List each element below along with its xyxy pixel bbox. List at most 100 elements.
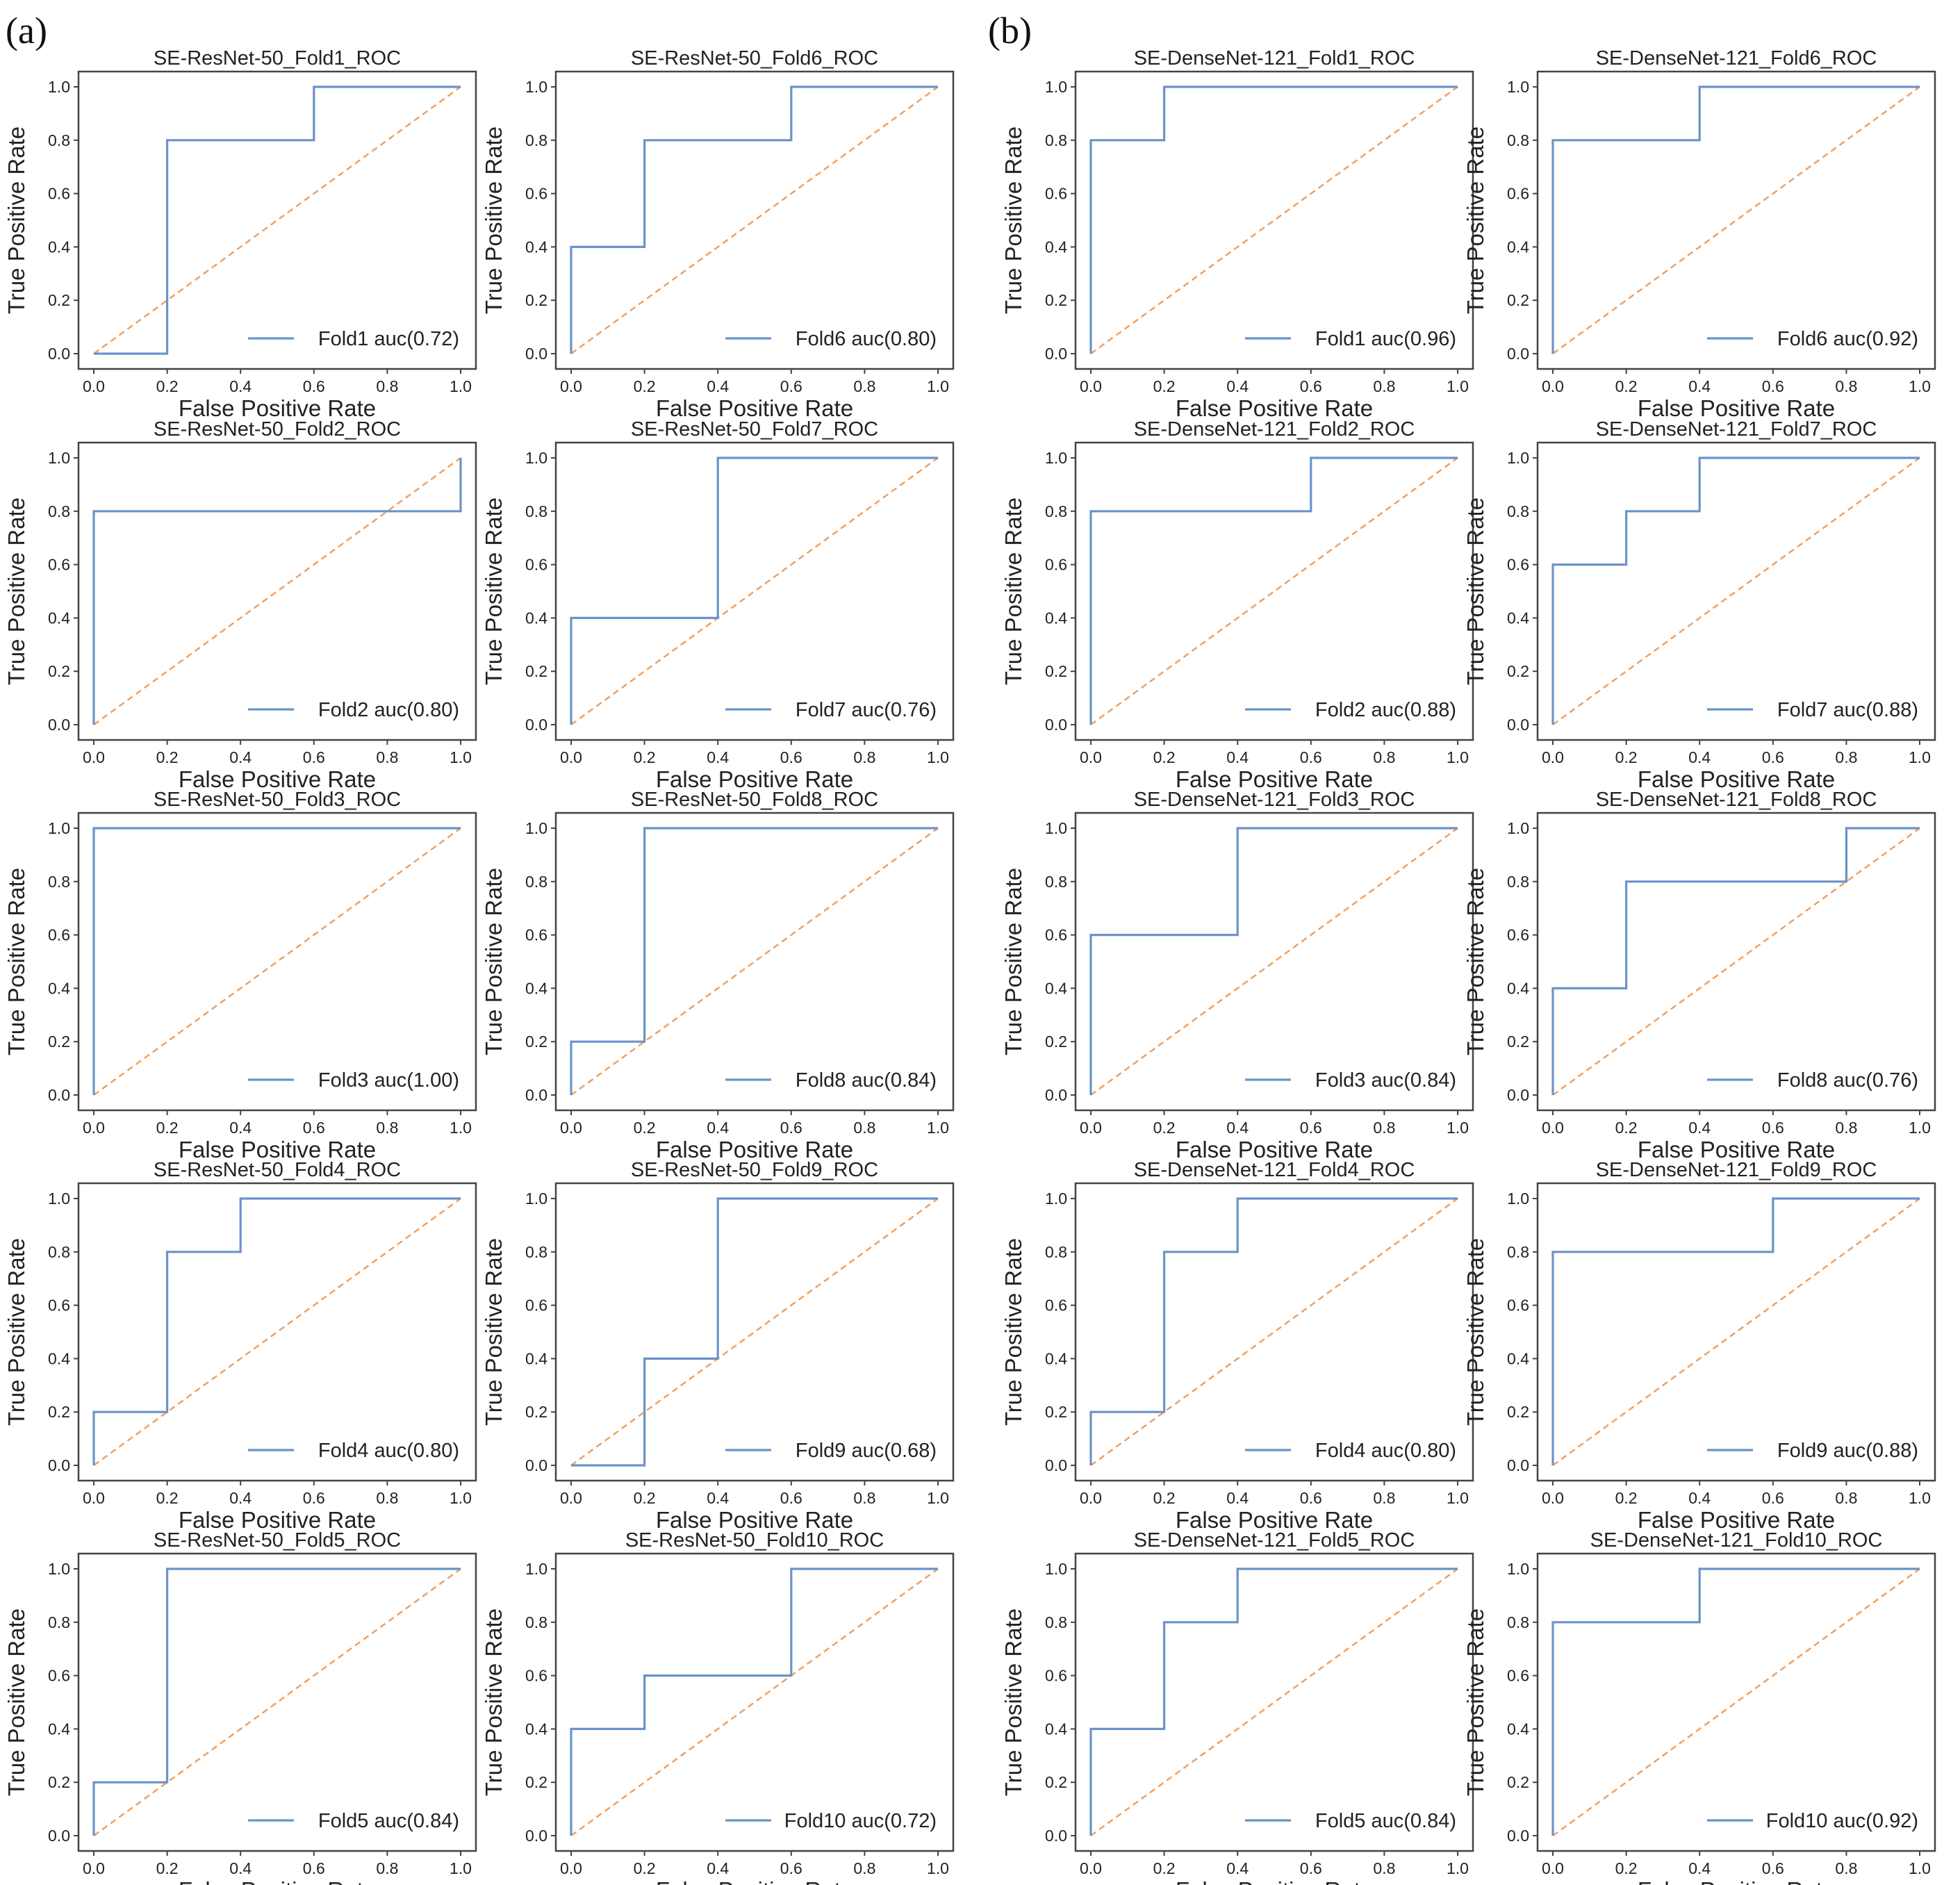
x-tick-label: 0.2 — [156, 748, 179, 766]
x-tick-label: 0.8 — [853, 1489, 875, 1507]
roc-chart-a-8: SE-ResNet-50_Fold8_ROC 0.0 0.2 0.4 0.6 0.8 1.0… — [481, 789, 955, 1162]
x-tick-label: 0.6 — [1762, 1859, 1784, 1877]
y-axis-label: True Positive Rate — [1000, 126, 1026, 314]
y-axis-label: True Positive Rate — [3, 1238, 29, 1426]
x-tick-label: 0.2 — [634, 748, 656, 766]
x-tick-label: 1.0 — [1447, 377, 1469, 395]
chance-diagonal-line — [570, 1567, 939, 1837]
x-tick-label: 0.0 — [560, 1489, 582, 1507]
roc-curve — [92, 1567, 461, 1836]
y-tick-label: 0.2 — [1045, 1403, 1067, 1421]
roc-curve — [1089, 1567, 1458, 1836]
y-axis-label: True Positive Rate — [1463, 126, 1488, 314]
y-tick-label: 0.6 — [1045, 556, 1067, 574]
x-tick-label: 0.2 — [634, 377, 656, 395]
x-tick-label: 0.0 — [83, 377, 105, 395]
y-axis-label: True Positive Rate — [1463, 1238, 1488, 1426]
x-tick-label: 0.2 — [1153, 1859, 1176, 1877]
x-axis-label: False Positive Rate — [179, 395, 376, 421]
x-tick-label: 0.8 — [1373, 1119, 1395, 1137]
x-tick-label: 0.6 — [780, 1119, 802, 1137]
y-tick-label: 1.0 — [1045, 78, 1067, 96]
x-axis-label: False Positive Rate — [1176, 766, 1373, 792]
roc-chart-a-4: SE-ResNet-50_Fold4_ROC 0.0 0.2 0.4 0.6 0.8 1.0… — [3, 1159, 477, 1533]
legend-label: Fold8 auc(0.84) — [796, 1069, 937, 1092]
x-tick-label: 0.6 — [303, 1859, 325, 1877]
x-tick-label: 0.8 — [376, 1859, 398, 1877]
chance-diagonal-line — [93, 85, 461, 355]
roc-curve — [1089, 456, 1458, 725]
y-tick-label: 0.6 — [1507, 556, 1529, 574]
x-tick-label: 0.0 — [1080, 1859, 1102, 1877]
y-tick-label: 0.0 — [1045, 1827, 1067, 1845]
chance-diagonal-line — [1090, 1567, 1458, 1837]
x-tick-label: 0.2 — [156, 1119, 179, 1137]
y-tick-label: 0.6 — [1045, 1667, 1067, 1685]
x-axis-label: False Positive Rate — [1638, 1137, 1835, 1162]
x-axis-label: False Positive Rate — [179, 766, 376, 792]
roc-curve — [1551, 827, 1920, 1095]
x-tick-label: 0.4 — [1226, 1859, 1249, 1877]
x-tick-label: 0.2 — [1153, 377, 1176, 395]
y-axis-label: True Positive Rate — [1000, 1608, 1026, 1796]
y-tick-label: 0.4 — [525, 979, 547, 997]
plot-frame — [1536, 1552, 1936, 1852]
y-tick-label: 0.0 — [1045, 716, 1067, 734]
y-tick-label: 0.8 — [1045, 502, 1067, 520]
x-tick-label: 1.0 — [1447, 748, 1469, 766]
y-tick-label: 1.0 — [1045, 449, 1067, 467]
y-tick-label: 0.0 — [48, 716, 70, 734]
chance-diagonal-line — [570, 456, 939, 726]
y-tick-label: 0.2 — [48, 291, 70, 309]
x-tick-label: 0.6 — [1762, 377, 1784, 395]
x-tick-label: 0.6 — [1300, 1489, 1322, 1507]
x-tick-label: 0.8 — [1835, 377, 1857, 395]
chart-title: SE-DenseNet-121_Fold1_ROC — [1134, 47, 1415, 69]
x-tick-label: 0.8 — [376, 1119, 398, 1137]
y-tick-label: 0.2 — [1045, 291, 1067, 309]
y-tick-label: 0.6 — [48, 556, 70, 574]
y-tick-label: 0.0 — [1045, 345, 1067, 363]
x-tick-label: 0.4 — [707, 1119, 729, 1137]
y-tick-label: 0.0 — [1507, 1827, 1529, 1845]
x-tick-label: 0.0 — [560, 748, 582, 766]
x-tick-label: 0.4 — [229, 1119, 252, 1137]
roc-chart-b-9: SE-DenseNet-121_Fold9_ROC 0.0 0.2 0.4 0.6 0.8… — [1463, 1159, 1936, 1533]
x-tick-label: 1.0 — [1447, 1119, 1469, 1137]
y-axis-label: True Positive Rate — [3, 1608, 29, 1796]
x-tick-label: 0.0 — [1542, 1859, 1564, 1877]
y-tick-label: 0.0 — [48, 345, 70, 363]
x-tick-label: 0.0 — [560, 1119, 582, 1137]
x-tick-label: 0.2 — [634, 1489, 656, 1507]
roc-chart-b-5: SE-DenseNet-121_Fold5_ROC 0.0 0.2 0.4 0.6 0.8… — [1000, 1529, 1474, 1885]
x-tick-label: 0.4 — [1688, 1119, 1711, 1137]
x-axis-label: False Positive Rate — [179, 1877, 376, 1885]
chart-title: SE-DenseNet-121_Fold8_ROC — [1596, 789, 1877, 811]
y-tick-label: 0.8 — [525, 1243, 547, 1261]
y-tick-label: 0.4 — [1507, 1720, 1529, 1738]
x-tick-label: 0.8 — [1835, 1489, 1857, 1507]
legend-label: Fold4 auc(0.80) — [1315, 1440, 1456, 1462]
x-tick-label: 0.0 — [1080, 748, 1102, 766]
x-tick-label: 0.8 — [853, 1119, 875, 1137]
y-tick-label: 0.4 — [1045, 238, 1067, 256]
roc-chart-b-3: SE-DenseNet-121_Fold3_ROC 0.0 0.2 0.4 0.6 0.8… — [1000, 789, 1474, 1162]
y-tick-label: 1.0 — [1045, 819, 1067, 837]
x-tick-label: 0.8 — [1835, 748, 1857, 766]
x-axis-label: False Positive Rate — [656, 1877, 853, 1885]
plot-frame — [77, 441, 477, 741]
x-tick-label: 0.0 — [1080, 377, 1102, 395]
roc-curve — [92, 1197, 461, 1465]
x-axis-label: False Positive Rate — [1176, 1507, 1373, 1533]
roc-chart-b-2: SE-DenseNet-121_Fold2_ROC 0.0 0.2 0.4 0.6 0.8… — [1000, 418, 1474, 792]
plot-frame — [77, 812, 477, 1112]
chance-diagonal-line — [93, 827, 461, 1096]
x-axis-label: False Positive Rate — [1638, 1507, 1835, 1533]
y-axis-label: True Positive Rate — [481, 126, 507, 314]
x-tick-label: 0.2 — [1615, 377, 1638, 395]
roc-curve — [92, 827, 461, 1095]
y-tick-label: 1.0 — [1045, 1190, 1067, 1208]
x-tick-label: 0.4 — [707, 377, 729, 395]
y-tick-label: 1.0 — [48, 1560, 70, 1578]
y-tick-label: 0.8 — [1507, 1613, 1529, 1631]
